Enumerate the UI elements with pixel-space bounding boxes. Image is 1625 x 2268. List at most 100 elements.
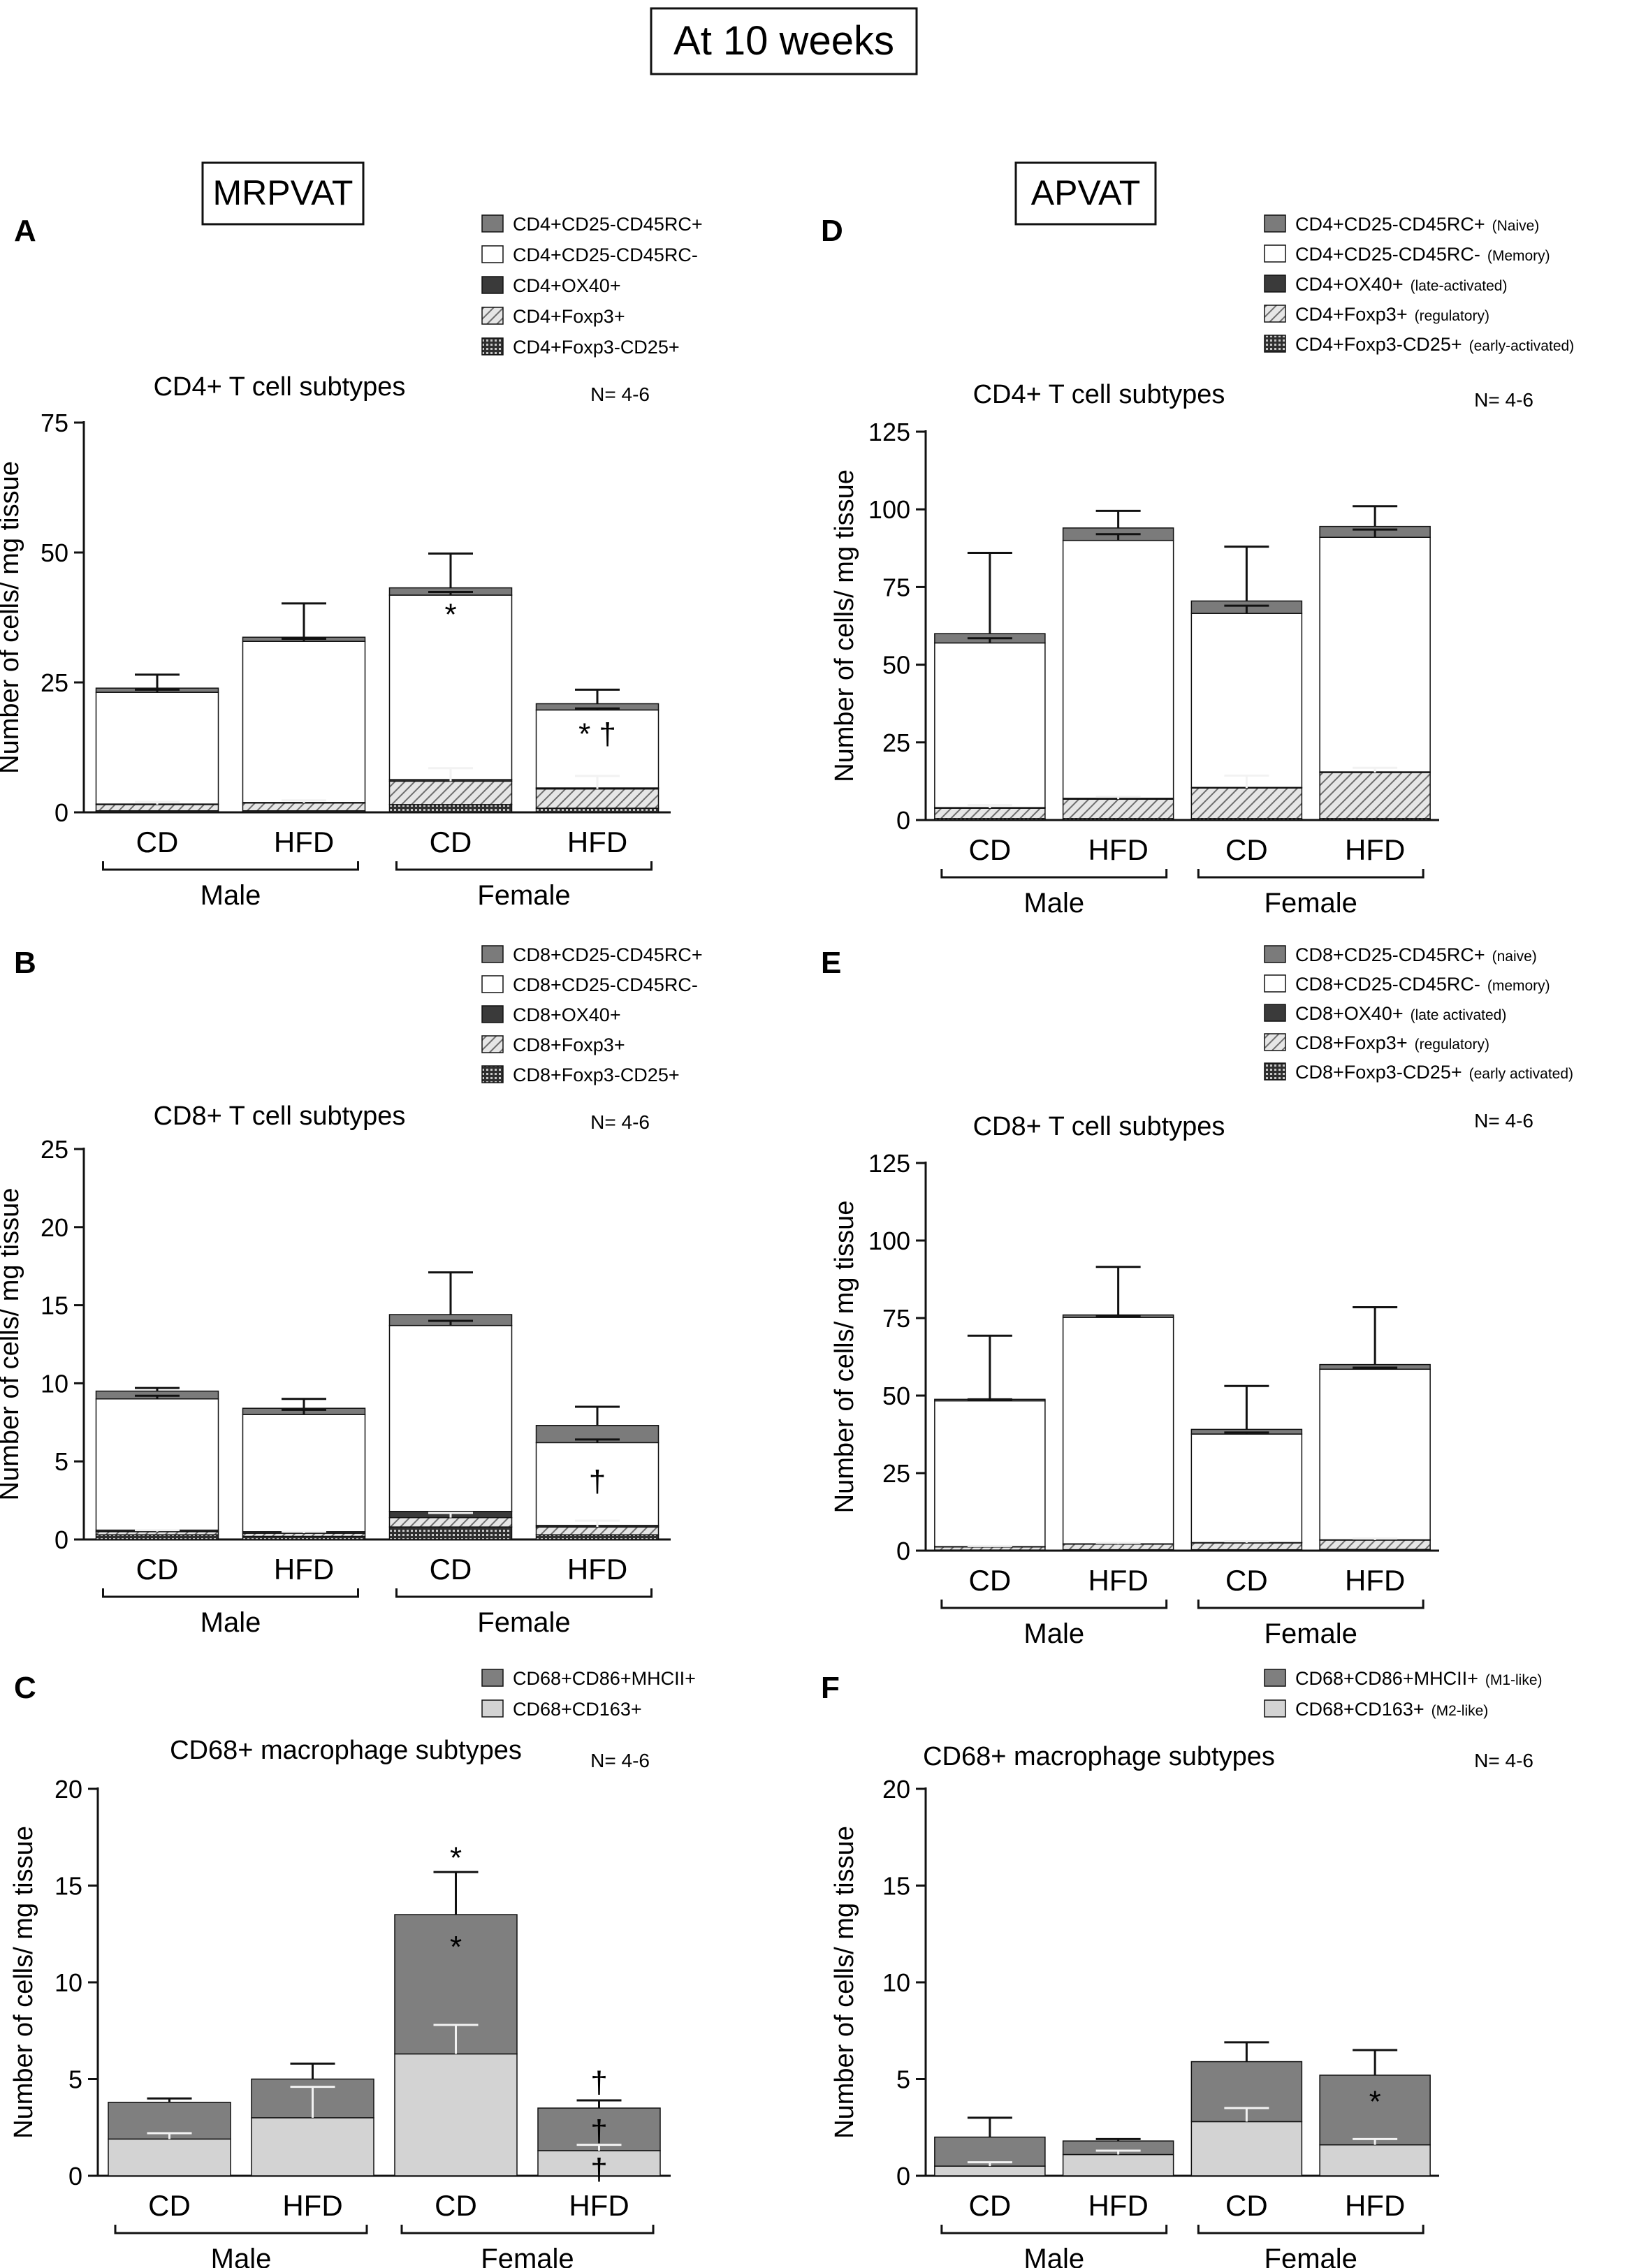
x-tick-label: HFD <box>1345 2189 1405 2222</box>
legend-swatch <box>1264 1004 1286 1022</box>
legend-label-sub: (late-activated) <box>1411 278 1508 294</box>
y-tick-label: 15 <box>54 1872 82 1901</box>
error-bar <box>1353 1305 1398 1365</box>
significance-mark: * <box>444 597 456 631</box>
column-label-left: MRPVAT <box>213 173 354 212</box>
legend-label-sub: (Naive) <box>1492 218 1540 234</box>
bar-segment <box>1319 772 1431 819</box>
y-tick-label: 10 <box>882 1968 910 1997</box>
bar-stack <box>535 1405 660 1540</box>
panel-letter: E <box>821 946 841 980</box>
error-bar <box>575 1405 620 1426</box>
n-label: N= 4-6 <box>590 1750 650 1771</box>
bar-segment <box>535 1534 660 1540</box>
y-tick-label: 0 <box>54 798 68 827</box>
error-bar <box>967 2161 1012 2167</box>
y-tick-label: 0 <box>896 806 910 835</box>
x-tick-label: HFD <box>274 826 334 858</box>
legend-label-sub: (memory) <box>1487 978 1550 994</box>
error-bar <box>575 1519 620 1528</box>
y-tick-label: 50 <box>41 539 68 567</box>
bar-segment <box>1062 798 1174 819</box>
error-bar <box>1095 796 1141 800</box>
error-bar <box>290 2062 335 2079</box>
legend-label: CD8+CD25-CD45RC+ (naive) <box>1295 944 1537 965</box>
error-bar <box>135 688 180 693</box>
chart-title: CD8+ T cell subtypes <box>973 1112 1225 1141</box>
y-tick-label: 75 <box>882 573 910 601</box>
legend-swatch <box>1264 1062 1286 1081</box>
y-tick-label: 75 <box>882 1304 910 1333</box>
bar-stack <box>1319 505 1431 821</box>
group-label: Male <box>201 1607 261 1638</box>
axes: 0 25 50 75 Number of cells/ mg tissue <box>0 409 671 827</box>
bar-segment <box>535 807 660 813</box>
bar-segment <box>242 802 366 812</box>
error-bar <box>1353 2137 1398 2145</box>
legend: CD4+CD25-CD45RC+ (Naive) CD4+CD25-CD45RC- (… <box>1264 214 1574 355</box>
bar-stack <box>1190 546 1303 821</box>
legend-swatch <box>481 1669 504 1687</box>
bars <box>108 1871 661 2176</box>
y-tick-label: 20 <box>54 1775 82 1804</box>
x-tick-label: HFD <box>1345 1564 1405 1597</box>
x-tick-label: HFD <box>1088 833 1148 866</box>
y-axis-label: Number of cells/ mg tissue <box>0 461 24 774</box>
legend: CD4+CD25-CD45RC+ CD4+CD25-CD45RC- CD4+OX40… <box>481 214 703 358</box>
x-tick-label: CD <box>969 1564 1012 1597</box>
bar-segment <box>394 2053 518 2176</box>
legend-swatch <box>1264 244 1286 263</box>
legend-swatch <box>481 1065 504 1083</box>
legend-label: CD68+CD86+MHCII+ <box>513 1668 696 1689</box>
y-tick-label: 5 <box>68 2065 82 2094</box>
bar-segment <box>1190 2121 1303 2176</box>
bar-segment <box>95 1534 219 1540</box>
bar-segment <box>934 807 1046 819</box>
legend-swatch <box>1264 305 1286 323</box>
error-bar <box>1224 774 1269 789</box>
panel-letter: F <box>821 1671 840 1705</box>
error-bar <box>282 602 326 638</box>
legend-label: CD4+Foxp3+ <box>513 306 625 327</box>
error-bar <box>282 1398 326 1409</box>
bar-stack <box>1062 1266 1174 1551</box>
bar-stack <box>251 2062 374 2176</box>
panel-letter: B <box>14 946 36 980</box>
bar-stack <box>242 602 366 813</box>
bar-stack <box>934 2116 1046 2176</box>
legend: CD8+CD25-CD45RC+ CD8+CD25-CD45RC- CD8+OX40… <box>481 944 703 1085</box>
y-axis-label: Number of cells/ mg tissue <box>0 1188 24 1501</box>
bar-stack <box>388 1271 513 1540</box>
legend-label-main: CD8+OX40+ <box>1295 1003 1404 1024</box>
x-tick-label: CD <box>148 2189 191 2222</box>
legend-label: CD4+OX40+ <box>513 275 621 296</box>
legend-swatch <box>481 245 504 263</box>
y-tick-label: 25 <box>41 1135 68 1164</box>
legend-label-main: CD8+Foxp3+ <box>1295 1032 1408 1053</box>
error-bar <box>428 1271 473 1315</box>
error-bar <box>575 707 620 710</box>
bar-stack <box>1190 1384 1303 1551</box>
axes: 0 25 50 75 100 125 Number of cells/ mg tissue <box>830 1149 1439 1565</box>
bar-segment <box>934 2165 1046 2176</box>
bar-stack <box>1319 1305 1431 1551</box>
group-label: Female <box>477 880 570 911</box>
y-tick-label: 25 <box>882 1459 910 1488</box>
panel-letter: A <box>14 214 36 248</box>
bar-segment <box>537 2107 661 2151</box>
legend-label-sub: (naive) <box>1492 949 1537 965</box>
panel-letter: D <box>821 214 843 248</box>
group-label: Male <box>1023 888 1084 919</box>
x-tick-label: HFD <box>567 826 627 858</box>
bar-stack <box>537 2099 661 2176</box>
group-bracket: Female <box>1197 2225 1424 2268</box>
y-tick-label: 5 <box>54 1447 68 1476</box>
bar-segment <box>388 804 513 813</box>
bar-segment <box>1319 2144 1431 2176</box>
bar-segment <box>95 692 219 805</box>
legend-swatch <box>481 975 504 993</box>
legend-swatch <box>1264 1033 1286 1051</box>
bar-stack <box>1062 509 1174 821</box>
legend: CD8+CD25-CD45RC+ (naive) CD8+CD25-CD45RC- (… <box>1264 944 1573 1083</box>
x-tick-label: CD <box>969 2189 1012 2222</box>
